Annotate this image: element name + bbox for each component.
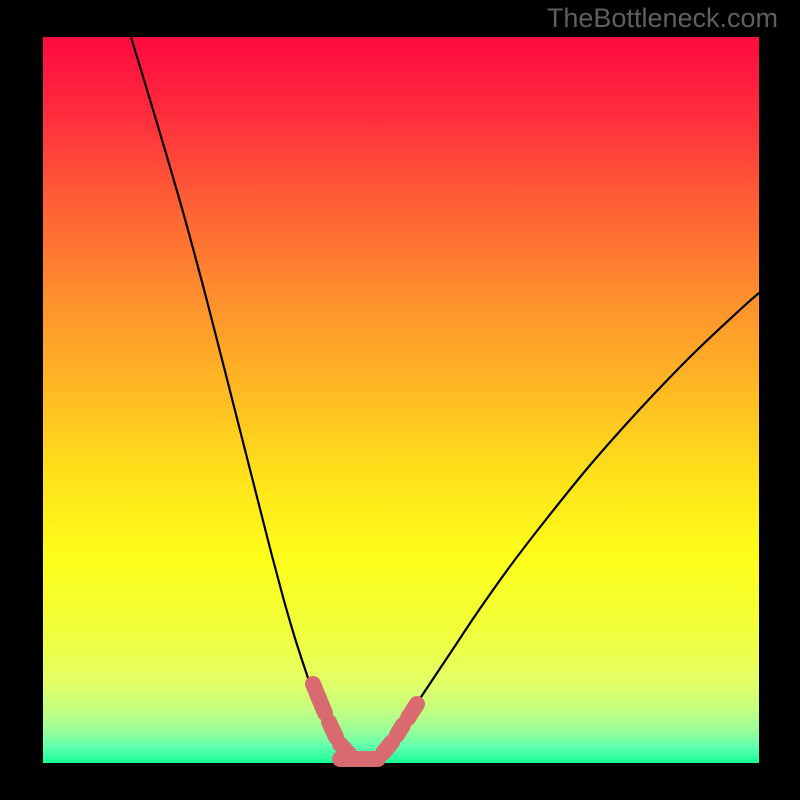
valley-marker-segment (397, 725, 403, 735)
watermark-text: TheBottleneck.com (547, 3, 778, 34)
chart-stage: TheBottleneck.com (0, 0, 800, 800)
curve-left-branch (131, 37, 359, 763)
valley-marker-segment (408, 704, 417, 718)
valley-marker-segment (383, 742, 392, 753)
valley-marker-segment (313, 684, 325, 713)
valley-marker-segment (329, 722, 336, 737)
bottleneck-curve (0, 0, 800, 800)
valley-markers (313, 684, 417, 759)
curve-right-branch (359, 293, 759, 763)
